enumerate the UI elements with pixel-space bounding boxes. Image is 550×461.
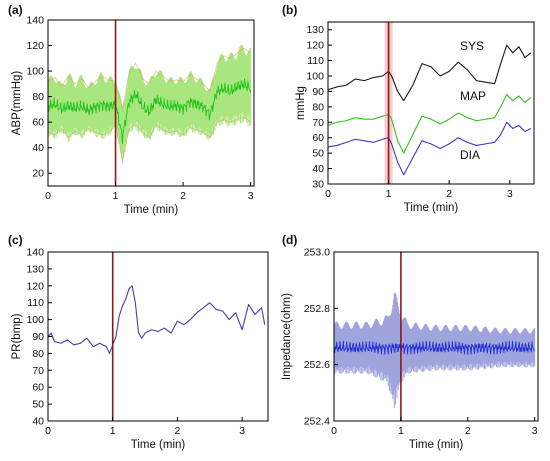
y-tick-label-a: 20 [32, 168, 44, 180]
x-tick-label-c: 0 [45, 425, 51, 437]
panel-label-c: (c) [8, 233, 23, 247]
panel-label-d: (d) [282, 233, 297, 247]
y-axis-label-c: PR(bmp) [11, 313, 23, 359]
series-label-sys: SYS [460, 39, 484, 53]
x-tick-label-a: 0 [45, 190, 51, 202]
y-tick-label-a: 140 [26, 15, 44, 27]
series-line-a-mean [48, 78, 252, 145]
x-tick-label-d: 0 [331, 425, 337, 437]
x-tick-label-a: 3 [248, 190, 254, 202]
y-tick-label-b: 130 [306, 24, 324, 36]
panel-a: 0 1 2 3 20 40 60 80 100 120 140 Time (min) ABP(mmHg)… [8, 3, 255, 216]
x-tick-label-d: 1 [398, 425, 404, 437]
y-tick-label-b: 50 [312, 148, 324, 160]
panel-d: 0 1 2 3 252.4 252.6 252.8 253.0 Time (min) Impeda… [281, 233, 539, 451]
y-tick-label-c: 90 [32, 331, 44, 343]
y-tick-label-a: 80 [32, 91, 44, 103]
series-line-b-DIA [328, 121, 532, 176]
series-line-c-PR [48, 285, 266, 354]
y-axis-label-a: ABP(mmHg) [11, 71, 23, 136]
y-axis-label-d: Impedance(ohm) [281, 293, 293, 380]
x-tick-label-c: 3 [239, 425, 245, 437]
y-tick-label-c: 110 [27, 297, 44, 309]
y-tick-label-b: 30 [312, 179, 324, 191]
y-tick-label-b: 70 [312, 117, 324, 129]
x-axis-label-d: Time (min) [409, 439, 464, 451]
plot-area-b [328, 22, 532, 184]
axes-frame-b [327, 21, 535, 185]
y-tick-label-c: 50 [32, 399, 44, 411]
y-tick-label-c: 140 [26, 247, 44, 259]
plot-area-c [48, 285, 266, 354]
y-tick-label-d: 252.6 [304, 359, 330, 371]
series-label-dia: DIA [460, 148, 480, 162]
series-band-a [48, 44, 252, 164]
x-tick-label-b: 0 [325, 188, 331, 200]
series-line-b-MAP [328, 93, 532, 154]
y-tick-label-b: 120 [306, 40, 324, 52]
panel-label-a: (a) [8, 3, 23, 17]
y-tick-label-c: 40 [32, 416, 44, 428]
series-label-map: MAP [460, 89, 486, 103]
axes-frame-a [47, 19, 255, 187]
y-tick-label-d: 252.8 [304, 303, 330, 315]
x-axis-label-c: Time (min) [131, 439, 186, 451]
x-tick-label-b: 1 [386, 188, 392, 200]
x-tick-label-d: 2 [465, 425, 471, 437]
series-line-d-mean [334, 340, 536, 355]
x-tick-label-a: 2 [180, 190, 186, 202]
y-tick-label-c: 60 [32, 382, 44, 394]
panel-label-b: (b) [282, 3, 297, 17]
x-tick-label-b: 3 [507, 188, 513, 200]
plot-area-a [48, 44, 252, 164]
x-tick-label-c: 1 [110, 425, 116, 437]
y-tick-label-c: 120 [26, 280, 44, 292]
y-tick-label-c: 130 [26, 263, 44, 275]
y-tick-label-b: 40 [312, 163, 324, 175]
x-axis-label-a: Time (min) [124, 204, 179, 216]
panel-b: SYS MAP DIA 0 1 2 3 30 40 50 60 70 80 90 100 110 120 130 T… [282, 3, 535, 214]
axes-frame-d [333, 251, 539, 422]
x-tick-label-c: 2 [174, 425, 180, 437]
y-tick-label-b: 110 [307, 55, 324, 67]
band-upper-edge-a [48, 47, 251, 110]
y-tick-label-b: 100 [306, 71, 324, 83]
y-tick-label-a: 60 [32, 117, 44, 129]
y-tick-label-c: 80 [32, 348, 44, 360]
axes-frame-c [47, 251, 269, 422]
y-tick-label-b: 60 [312, 132, 324, 144]
x-tick-label-b: 2 [446, 188, 452, 200]
band-lower-edge-a [48, 116, 251, 161]
y-tick-label-d: 252.4 [304, 416, 330, 428]
y-tick-label-a: 120 [26, 40, 44, 52]
y-tick-label-a: 40 [32, 142, 44, 154]
x-tick-label-a: 1 [113, 190, 119, 202]
y-axis-label-b: mmHg [295, 86, 307, 120]
y-tick-label-c: 100 [26, 314, 44, 326]
plot-area-d [334, 292, 536, 408]
y-tick-label-b: 80 [312, 101, 324, 113]
y-tick-label-d: 253.0 [304, 247, 330, 259]
y-tick-label-c: 70 [32, 365, 44, 377]
panel-c: 0 1 2 3 40 50 60 70 80 90 100 110 120 130 140 Time (min… [8, 233, 269, 451]
y-tick-label-a: 100 [26, 66, 44, 78]
x-axis-label-b: Time (min) [404, 202, 459, 214]
series-line-b-SYS [328, 44, 532, 102]
x-tick-label-d: 3 [532, 425, 538, 437]
y-tick-label-b: 90 [312, 86, 324, 98]
